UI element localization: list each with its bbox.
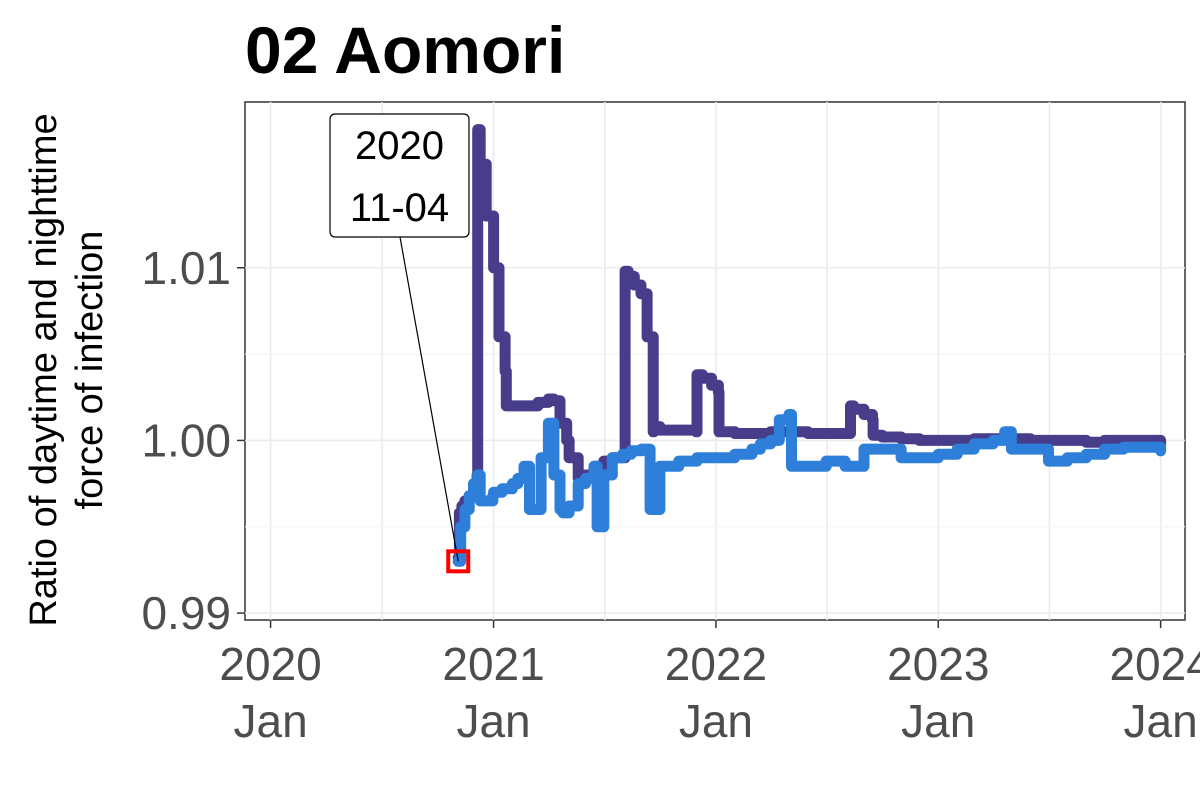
chart-title: 02 Aomori (245, 13, 565, 87)
x-tick-label-line: Jan (1124, 695, 1198, 747)
y-axis-label: Ratio of daytime and nighttime force of i… (23, 113, 111, 626)
y-tick-label: 0.99 (141, 587, 231, 639)
x-tick-label: 2021 Jan (442, 638, 544, 747)
annotation-label-line: 11-04 (350, 186, 449, 230)
y-axis-label-line: Ratio of daytime and nighttime (23, 113, 65, 626)
x-tick-label: 2023 Jan (887, 638, 989, 747)
y-tick-label: 1.01 (141, 242, 231, 294)
annotation-label: 2020 11-04 (350, 124, 449, 230)
gridlines (245, 102, 1185, 620)
series-line-1 (452, 124, 1167, 564)
series-layer (452, 124, 1167, 567)
x-tick-label-line: 2024 (1109, 638, 1200, 690)
x-tick-label-line: 2023 (887, 638, 989, 690)
x-tick-label: 2024 Jan (1109, 638, 1200, 747)
x-tick-label-line: Jan (234, 695, 308, 747)
x-tick-label-line: Jan (901, 695, 975, 747)
x-tick-label-line: 2020 (219, 638, 321, 690)
x-tick-label-line: Jan (679, 695, 753, 747)
x-tick-label: 2020 Jan (219, 638, 321, 747)
annotation-layer: 2020 11-04 (329, 113, 471, 574)
y-axis-label-text: Ratio of daytime and nighttime force of i… (23, 113, 111, 626)
x-tick-label: 2022 Jan (665, 638, 767, 747)
annotation-leader-line (399, 236, 459, 562)
annotation-label-box (329, 113, 470, 238)
y-tick-label: 1.00 (141, 414, 231, 466)
x-tick-label-line: Jan (456, 695, 530, 747)
x-tick-label-line: 2021 (442, 638, 544, 690)
annotation-label-line: 2020 (355, 124, 444, 168)
x-tick-label-line: 2022 (665, 638, 767, 690)
annotation-marker (446, 549, 471, 574)
series-line-2 (452, 409, 1167, 567)
y-axis-label-line: force of infection (69, 231, 111, 510)
